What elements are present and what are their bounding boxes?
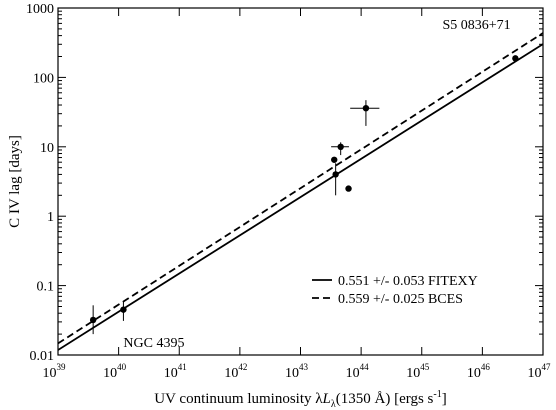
x-tick-base: 10 xyxy=(467,366,481,381)
x-tick-label: 1046 xyxy=(467,362,491,381)
x-axis-label-sup: -1 xyxy=(433,389,441,400)
axis-ticks xyxy=(57,7,544,356)
legend: 0.551 +/- 0.053 FITEXY 0.559 +/- 0.025 BC… xyxy=(312,274,478,307)
data-point-marker xyxy=(512,55,519,62)
y-tick-label: 0.01 xyxy=(30,349,55,364)
annotations: S5 0836+71 NGC 4395 xyxy=(123,18,510,351)
x-tick-label: 1043 xyxy=(285,362,309,381)
x-tick-exponent: 41 xyxy=(178,362,187,372)
x-tick-exponent: 39 xyxy=(57,362,67,372)
x-tick-label: 1039 xyxy=(43,362,67,381)
x-tick-base: 10 xyxy=(406,366,420,381)
x-tick-label: 1040 xyxy=(103,362,127,381)
data-point-6 xyxy=(345,185,352,192)
x-tick-exponent: 44 xyxy=(360,362,370,372)
data-point-5 xyxy=(331,142,349,156)
x-tick-labels: 1039 1040 1041 1042 1043 1044 1045 1046 1047 xyxy=(43,362,552,381)
x-tick-exponent: 42 xyxy=(238,362,247,372)
data-point-3 xyxy=(331,156,338,163)
data-point-8 xyxy=(512,55,519,62)
data-point-marker xyxy=(337,143,344,150)
legend-label-2: 0.559 +/- 0.025 BCES xyxy=(338,292,463,307)
x-tick-base: 10 xyxy=(103,366,117,381)
y-tick-label: 0.1 xyxy=(37,280,55,295)
data-point-marker xyxy=(331,156,338,163)
x-tick-exponent: 40 xyxy=(117,362,127,372)
x-tick-exponent: 45 xyxy=(420,362,430,372)
data-point-marker xyxy=(120,306,127,313)
fit-line-2 xyxy=(58,32,543,345)
x-tick-label: 1047 xyxy=(528,362,552,381)
y-tick-label: 1 xyxy=(47,210,54,225)
data-point-4 xyxy=(332,163,339,196)
x-tick-label: 1042 xyxy=(224,362,247,381)
y-tick-label: 10 xyxy=(40,141,54,156)
x-tick-base: 10 xyxy=(164,366,178,381)
x-tick-exponent: 43 xyxy=(299,362,309,372)
data-point-marker xyxy=(89,316,97,324)
x-tick-base: 10 xyxy=(224,366,238,381)
x-axis-label-sub: λ xyxy=(331,399,336,410)
data-point-2 xyxy=(120,300,127,321)
annotation-label-2: NGC 4395 xyxy=(123,336,184,351)
fit-line-1 xyxy=(58,43,543,351)
data-point-marker xyxy=(332,171,339,178)
x-tick-base: 10 xyxy=(346,366,360,381)
y-tick-label: 100 xyxy=(33,71,54,86)
x-tick-label: 1041 xyxy=(164,362,187,381)
data-point-marker xyxy=(362,104,370,112)
x-axis-label-post: ] xyxy=(442,391,447,407)
legend-label-1: 0.551 +/- 0.053 FITEXY xyxy=(338,274,478,289)
x-axis-label-italic: L xyxy=(322,391,331,407)
y-tick-label: 1000 xyxy=(26,2,54,17)
data-points xyxy=(89,55,519,335)
annotation-label-1: S5 0836+71 xyxy=(443,18,511,33)
x-tick-base: 10 xyxy=(528,366,542,381)
x-tick-label: 1045 xyxy=(406,362,430,381)
y-tick-labels: 0.01 0.1 1 10 100 1000 xyxy=(26,2,54,364)
x-axis-label: UV continuum luminosity λLλ(1350 Å) [erg… xyxy=(154,389,446,410)
data-point-1 xyxy=(89,305,97,335)
x-tick-base: 10 xyxy=(43,366,57,381)
data-point-marker xyxy=(345,185,352,192)
x-tick-exponent: 47 xyxy=(542,362,552,372)
fit-lines xyxy=(58,32,543,351)
x-axis-label-pre: UV continuum luminosity λ xyxy=(154,391,323,407)
x-tick-label: 1044 xyxy=(346,362,370,381)
y-axis-label: C IV lag [days] xyxy=(7,135,23,228)
x-axis-label-mid: (1350 Å) [ergs s xyxy=(336,391,434,407)
x-tick-exponent: 46 xyxy=(481,362,491,372)
x-tick-base: 10 xyxy=(285,366,299,381)
data-point-7 xyxy=(350,100,380,126)
